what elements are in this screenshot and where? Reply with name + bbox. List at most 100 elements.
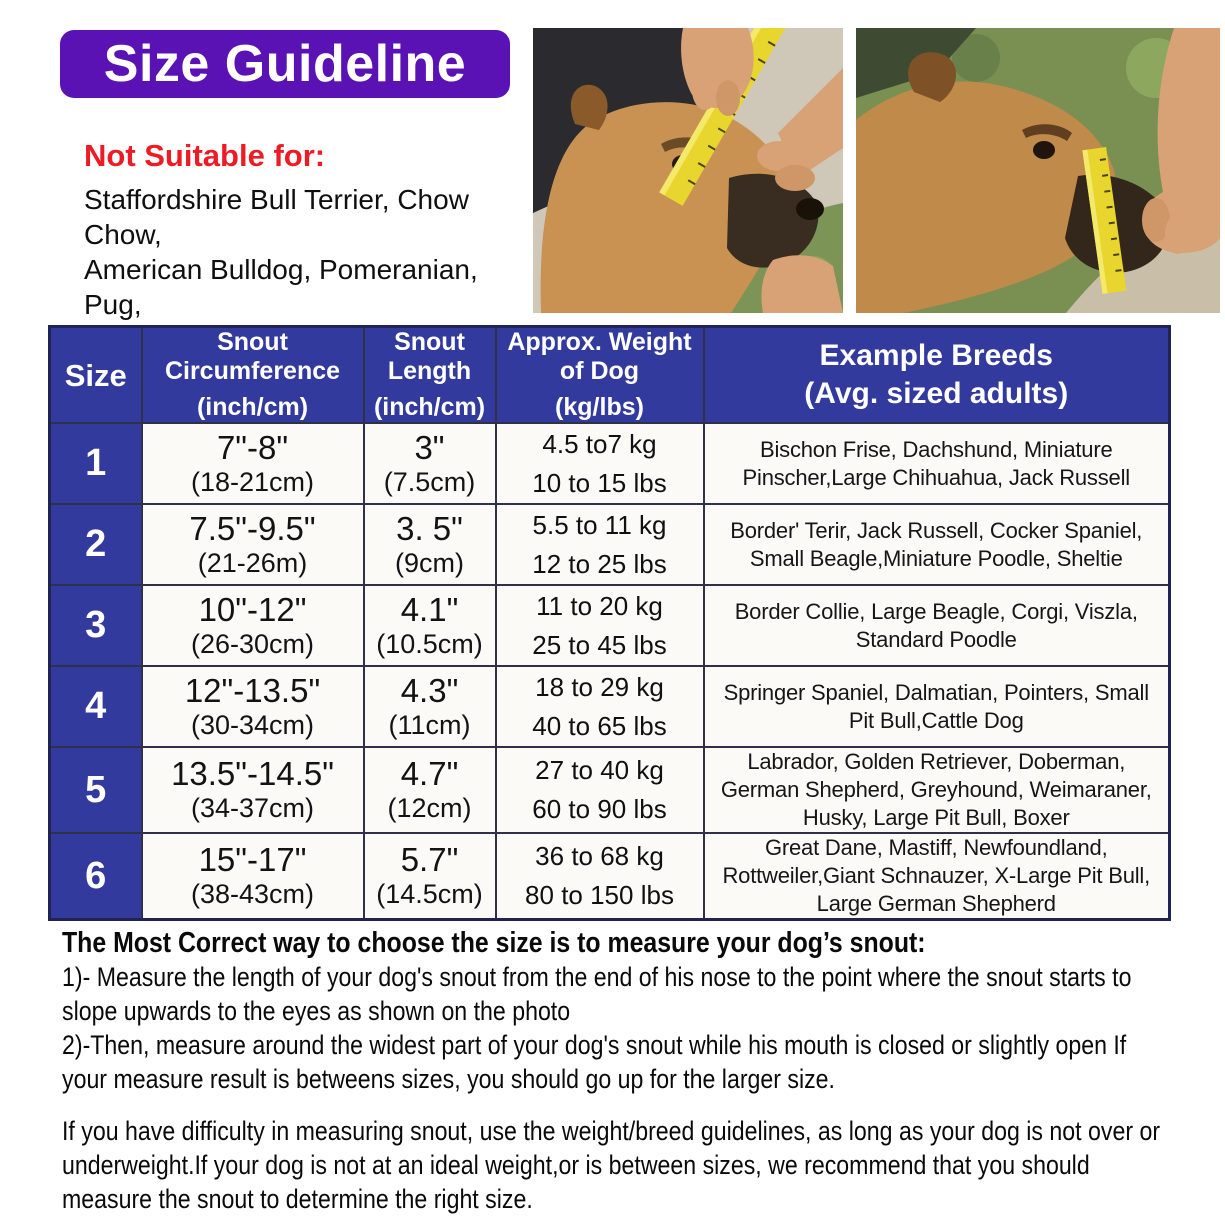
- instructions-heading: The Most Correct way to choose the size …: [62, 927, 926, 959]
- header-line: Length: [387, 357, 472, 385]
- breeds-cell: Labrador, Golden Retriever, Doberman, Ge…: [702, 746, 1171, 834]
- person-arm-shape: [1157, 28, 1220, 224]
- circumference-inches: 15"-17": [198, 841, 307, 878]
- dog-head-shape: [856, 81, 1116, 313]
- weight-cell: 18 to 29 kg 40 to 65 lbs: [494, 665, 705, 748]
- circumference-cm: (21-26m): [197, 547, 308, 578]
- table-header-row: Size Snout Circumference (inch/cm) Snout…: [48, 325, 1171, 424]
- circumference-cm: (34-37cm): [190, 793, 315, 823]
- length-cm: (14.5cm): [376, 879, 483, 909]
- size-number: 4: [48, 665, 143, 748]
- header-unit: (inch/cm): [373, 393, 486, 421]
- weight-lbs: 60 to 90 lbs: [532, 794, 667, 824]
- hand-under-chin-shape: [761, 255, 843, 313]
- circumference-cell: 7"-8" (18-21cm): [140, 422, 365, 505]
- circumference-inches: 12"-13.5": [184, 671, 321, 709]
- circumference-cell: 13.5"-14.5" (34-37cm): [140, 746, 365, 834]
- size-number: 5: [48, 746, 143, 834]
- snout-length-photo: [533, 28, 843, 313]
- length-inches: 5.7": [400, 841, 459, 878]
- length-cm: (9cm): [395, 547, 464, 578]
- breeds-cell: Great Dane, Mastiff, Newfoundland, Rottw…: [702, 832, 1171, 921]
- weight-lbs: 40 to 65 lbs: [532, 710, 667, 741]
- weight-cell: 36 to 68 kg 80 to 150 lbs: [494, 832, 705, 921]
- circumference-cell: 10"-12" (26-30cm): [140, 584, 365, 667]
- length-cell: 4.7" (12cm): [362, 746, 497, 834]
- length-inches: 3. 5": [396, 509, 463, 547]
- breeds-cell: Bischon Frise, Dachshund, Miniature Pins…: [702, 422, 1171, 505]
- circumference-inches: 10"-12": [198, 590, 307, 628]
- dog-ear-shape: [908, 52, 957, 102]
- size-chart-table: Size Snout Circumference (inch/cm) Snout…: [48, 325, 1171, 921]
- size-number: 2: [48, 503, 143, 586]
- not-suitable-heading: Not Suitable for:: [84, 138, 326, 173]
- circumference-cm: (30-34cm): [190, 709, 315, 740]
- header-line: of Dog: [559, 357, 640, 385]
- length-inches: 4.3": [400, 671, 459, 709]
- weight-lbs: 12 to 25 lbs: [532, 548, 667, 579]
- col-header-weight: Approx. Weight of Dog (kg/lbs): [494, 325, 705, 424]
- dog-nose: [796, 198, 824, 220]
- length-cell: 3. 5" (9cm): [362, 503, 497, 586]
- table-row-size-5: 5 13.5"-14.5" (34-37cm) 4.7" (12cm) 27 t…: [48, 746, 1171, 834]
- weight-cell: 5.5 to 11 kg 12 to 25 lbs: [494, 503, 705, 586]
- weight-lbs: 25 to 45 lbs: [532, 629, 667, 660]
- table-row-size-3: 3 10"-12" (26-30cm) 4.1" (10.5cm) 11 to …: [48, 584, 1171, 667]
- title-banner: Size Guideline: [60, 30, 510, 98]
- not-suitable-line: Staffordshire Bull Terrier, Chow Chow,: [84, 184, 469, 250]
- hand-gripping-tape-shape: [1142, 178, 1220, 254]
- length-cm: (10.5cm): [376, 628, 483, 659]
- weight-cell: 11 to 20 kg 25 to 45 lbs: [494, 584, 705, 667]
- length-inches: 4.7": [400, 755, 459, 792]
- header-line: Snout: [217, 328, 288, 356]
- instruction-step-2: 2)-Then, measure around the widest part …: [62, 1030, 1127, 1094]
- page-title: Size Guideline: [103, 35, 467, 93]
- instruction-step-1: 1)- Measure the length of your dog's sno…: [62, 962, 1132, 1026]
- table-row-size-2: 2 7.5"-9.5" (21-26m) 3. 5" (9cm) 5.5 to …: [48, 503, 1171, 586]
- circumference-cm: (38-43cm): [190, 879, 315, 909]
- dog-brow-shape: [1022, 124, 1072, 141]
- header-unit: (inch/cm): [196, 393, 309, 421]
- weight-kg: 36 to 68 kg: [535, 841, 664, 871]
- table-row-size-1: 1 7"-8" (18-21cm) 3" (7.5cm) 4.5 to7 kg …: [48, 422, 1171, 505]
- weight-kg: 27 to 40 kg: [535, 755, 664, 785]
- size-number: 1: [48, 422, 143, 505]
- length-inches: 3": [414, 428, 445, 466]
- weight-cell: 4.5 to7 kg 10 to 15 lbs: [494, 422, 705, 505]
- hand-holding-tape-shape: [681, 28, 815, 191]
- length-inches: 4.1": [400, 590, 459, 628]
- circumference-cell: 12"-13.5" (30-34cm): [140, 665, 365, 748]
- dog-muzzle-shape: [727, 173, 819, 268]
- table-row-size-4: 4 12"-13.5" (30-34cm) 4.3" (11cm) 18 to …: [48, 665, 1171, 748]
- header-unit: (kg/lbs): [555, 393, 644, 421]
- circumference-cell: 7.5"-9.5" (21-26m): [140, 503, 365, 586]
- col-header-size: Size: [48, 325, 143, 424]
- instructions-paragraph-2: If you have difficulty in measuring snou…: [62, 1116, 1161, 1214]
- circumference-inches: 7.5"-9.5": [189, 509, 316, 547]
- breeds-cell: Border Collie, Large Beagle, Corgi, Visz…: [702, 584, 1171, 667]
- snout-length-photo-illustration: [533, 28, 843, 313]
- col-header-breeds: Example Breeds (Avg. sized adults): [702, 325, 1171, 424]
- size-number: 6: [48, 832, 143, 921]
- header-line: Example Breeds: [819, 339, 1053, 372]
- col-header-length: Snout Length (inch/cm): [362, 325, 497, 424]
- measuring-tape-band-shape: [1082, 147, 1127, 294]
- measuring-instructions: The Most Correct way to choose the size …: [62, 926, 1176, 1216]
- length-cell: 4.3" (11cm): [362, 665, 497, 748]
- weight-kg: 4.5 to7 kg: [542, 428, 657, 459]
- weight-kg: 11 to 20 kg: [536, 590, 663, 621]
- breeds-cell: Border' Terir, Jack Russell, Cocker Span…: [702, 503, 1171, 586]
- breeds-cell: Springer Spaniel, Dalmatian, Pointers, S…: [702, 665, 1171, 748]
- size-number: 3: [48, 584, 143, 667]
- dog-head-shape: [540, 102, 791, 313]
- length-cm: (11cm): [388, 709, 471, 740]
- header-line: (Avg. sized adults): [804, 377, 1069, 410]
- snout-circumference-photo: [856, 28, 1220, 313]
- length-cm: (7.5cm): [383, 466, 476, 497]
- weight-lbs: 10 to 15 lbs: [532, 467, 667, 498]
- dog-ear-shape: [570, 84, 608, 130]
- circumference-cell: 15"-17" (38-43cm): [140, 832, 365, 921]
- header-line: Approx. Weight: [507, 328, 692, 356]
- col-header-circumference: Snout Circumference (inch/cm): [140, 325, 365, 424]
